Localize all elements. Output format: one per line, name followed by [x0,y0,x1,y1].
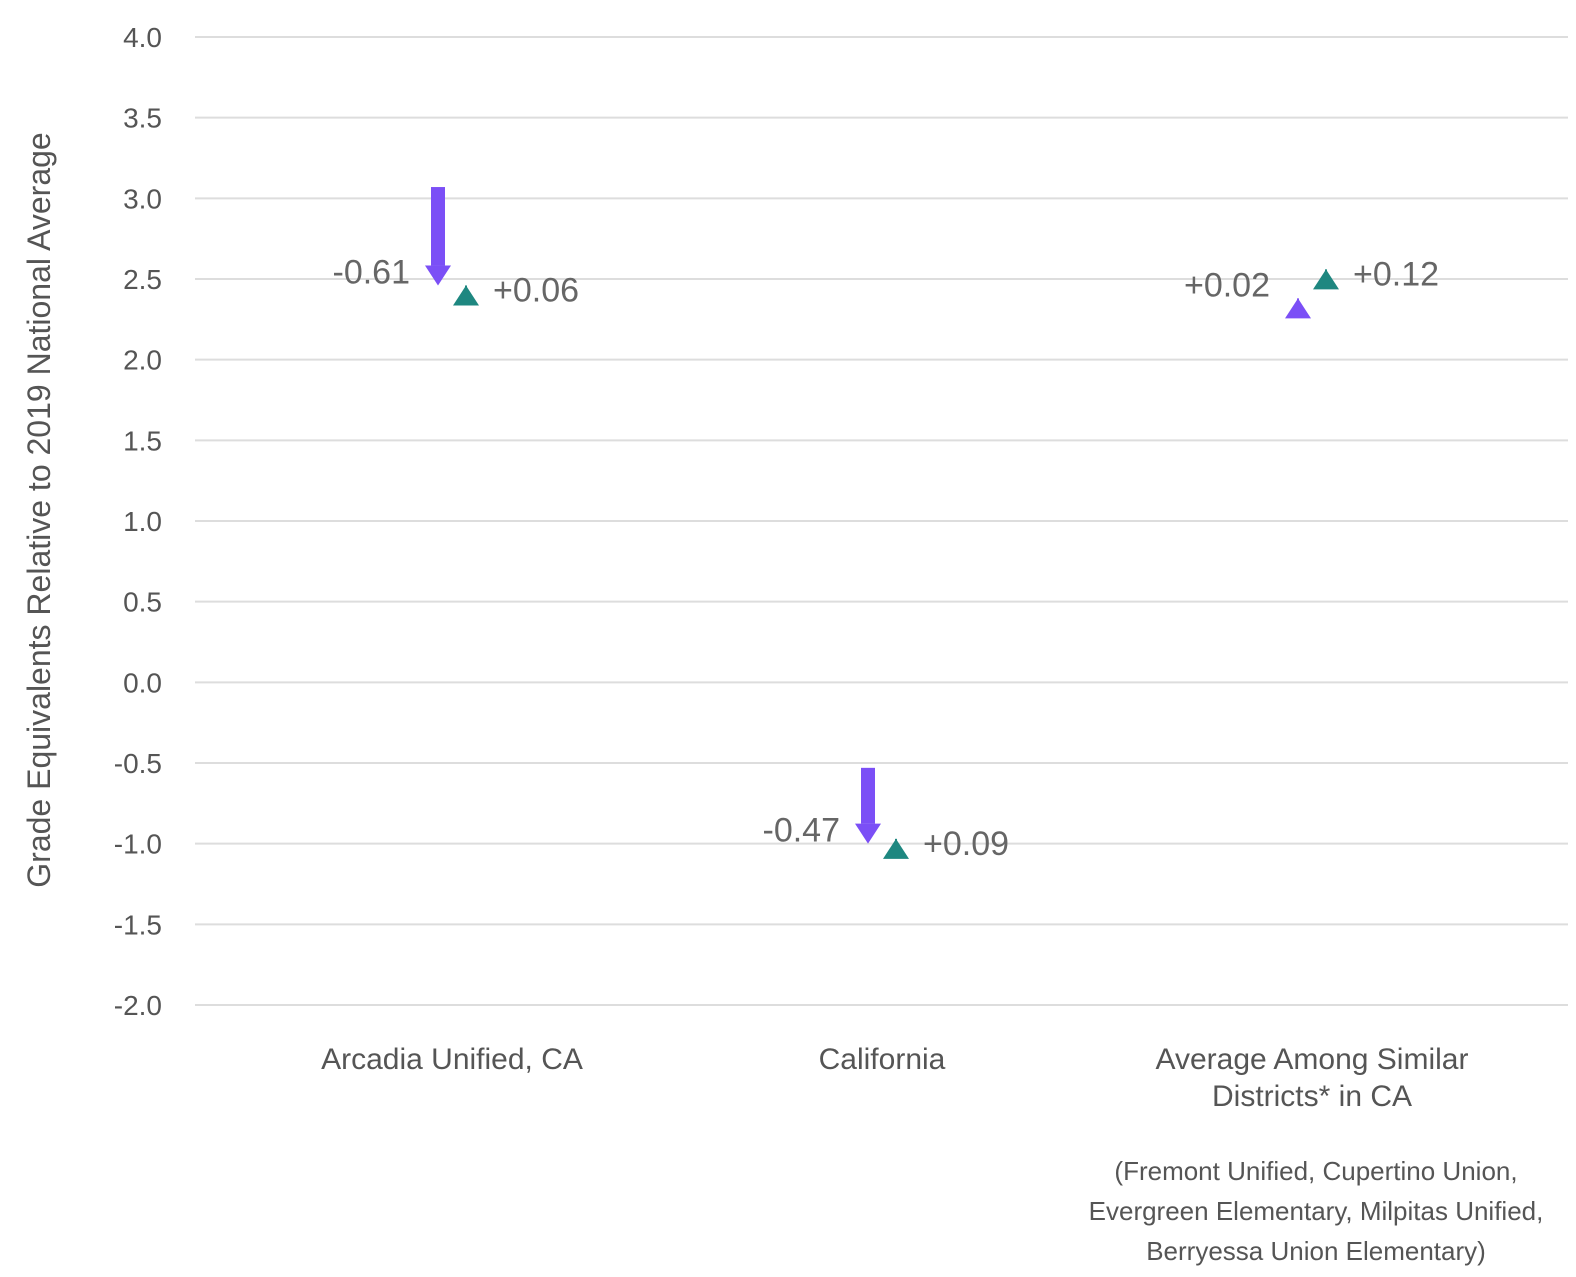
y-tick-label: 1.0 [123,506,162,537]
y-tick-label: 4.0 [123,22,162,53]
footnote-line: (Fremont Unified, Cupertino Union, [1114,1156,1517,1186]
grid-layer [195,36,1568,1006]
y-axis-label: Grade Equivalents Relative to 2019 Natio… [21,132,57,887]
change1-head [425,265,451,286]
x-tick-label: Districts* in CA [1212,1080,1412,1113]
y-tick-label: 2.5 [123,264,162,295]
change2-marker [453,285,479,306]
footnote-line: Berryessa Union Elementary) [1146,1236,1486,1266]
change1-label: -0.61 [333,253,411,291]
y-tick-labels: 4.0 3.5 3.0 2.5 2.0 1.5 1.0 0.5 0.0 -0.5 -1.0 -1.5 -… [114,22,162,1021]
change1-head [855,823,881,844]
change1-shaft [431,187,445,266]
change2-label: +0.06 [493,271,579,309]
y-tick-label: 3.0 [123,183,162,214]
change1-marker [1285,298,1311,319]
change1-label: +0.02 [1184,266,1270,304]
x-tick-label: Arcadia Unified, CA [321,1043,583,1076]
y-tick-label: 2.0 [123,345,162,376]
change1-shaft [861,767,875,824]
change1-label: -0.47 [763,812,841,850]
x-tick-label: California [819,1043,946,1076]
change2-label: +0.09 [923,825,1009,863]
y-tick-label: -1.0 [114,829,162,860]
change2-marker [1313,269,1339,290]
change2-label: +0.12 [1353,255,1439,293]
y-tick-label: -1.5 [114,909,162,940]
x-tick-labels: Arcadia Unified, CA California Average Amo… [321,1043,1468,1113]
y-tick-label: 0.5 [123,587,162,618]
y-tick-label: -0.5 [114,748,162,779]
y-tick-label: -2.0 [114,990,162,1021]
footnote-line: Evergreen Elementary, Milpitas Unified, [1089,1196,1544,1226]
mark-layer: -0.61 +0.06 -0.47 +0.09 +0.02 +0.12 [333,187,1439,863]
x-tick-label: Average Among Similar [1156,1043,1469,1076]
y-tick-label: 1.5 [123,425,162,456]
change2-marker [883,838,909,859]
y-tick-label: 0.0 [123,667,162,698]
footnote: (Fremont Unified, Cupertino Union, Evergr… [1089,1156,1544,1266]
y-tick-label: 3.5 [123,103,162,134]
